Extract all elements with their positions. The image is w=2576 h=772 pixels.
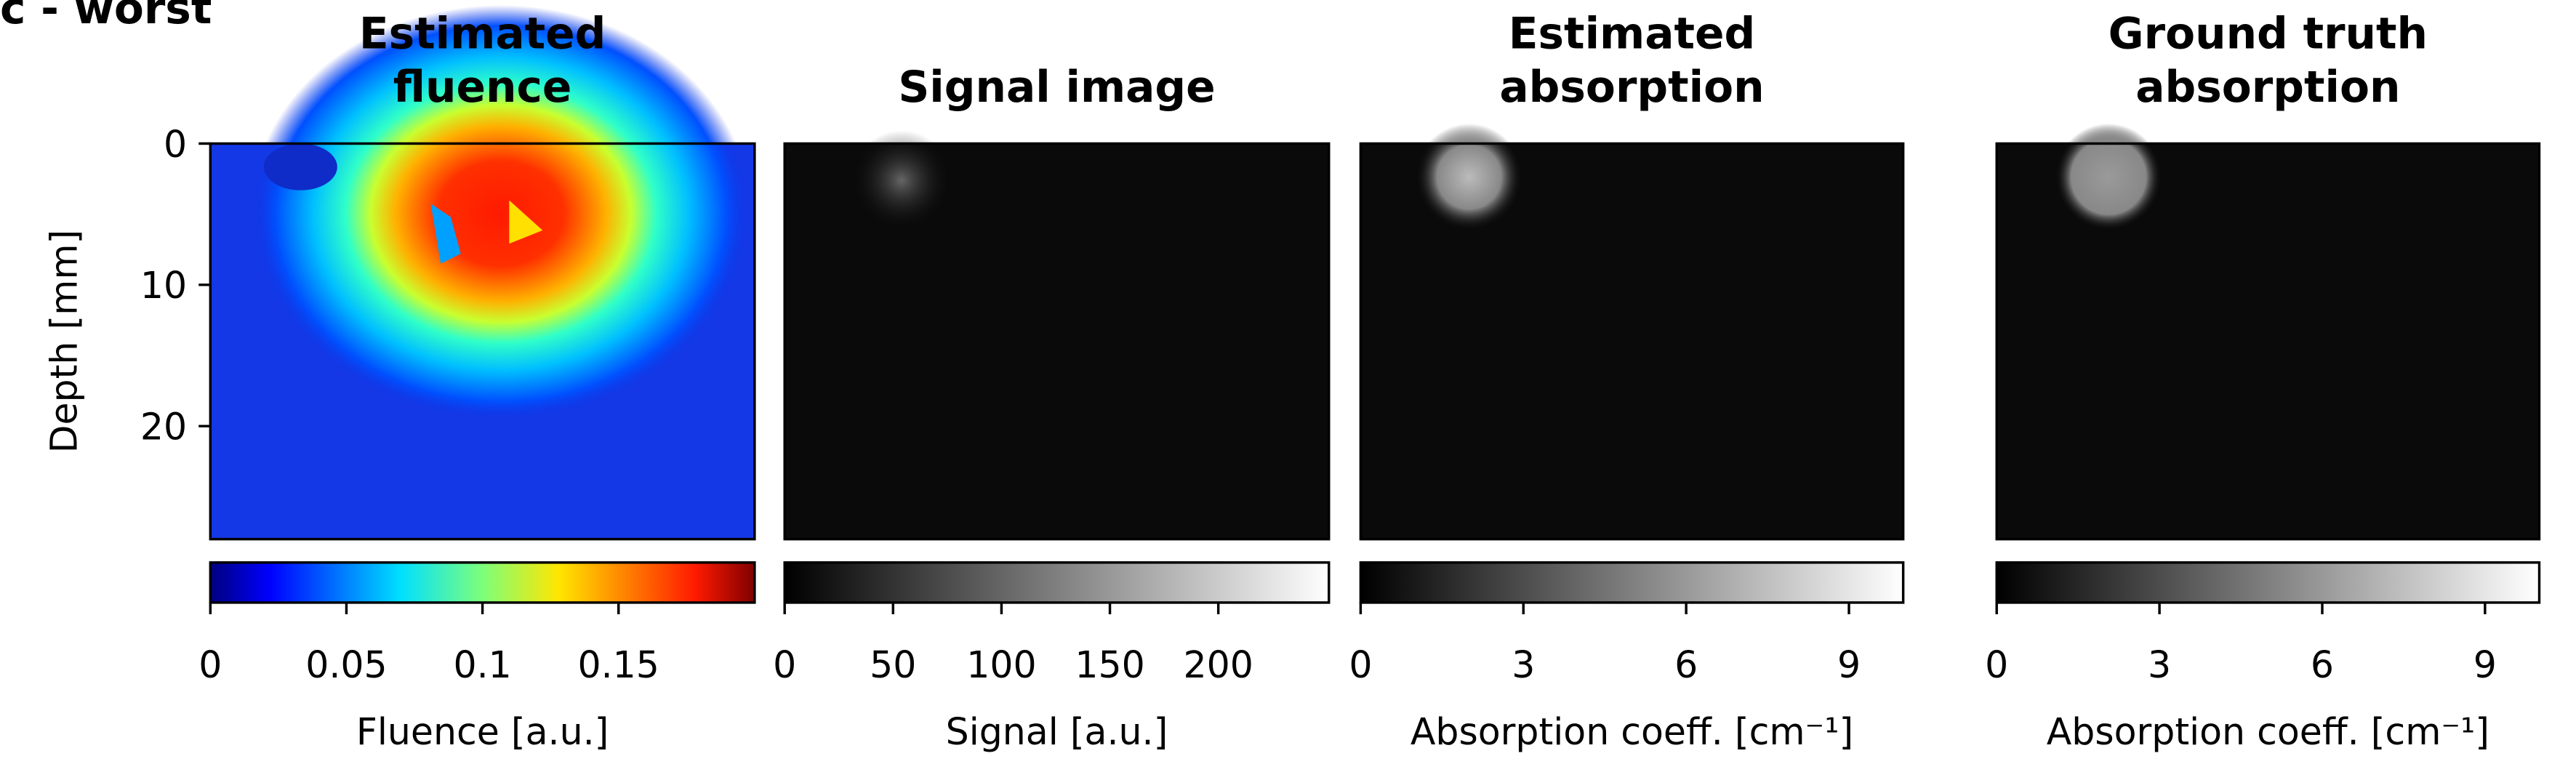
y-tick-label: 0 <box>164 123 187 166</box>
colorbar-tick-label: 3 <box>2148 643 2171 686</box>
colorbar-tick-label: 9 <box>1837 643 1861 686</box>
colorbar <box>209 561 756 604</box>
colorbar-tick-label: 6 <box>1674 643 1698 686</box>
colorbar-tick-label: 9 <box>2473 643 2497 686</box>
colorbar-label: Absorption coeff. [cm⁻¹] <box>2047 710 2489 753</box>
colorbar-tick-label: 100 <box>966 643 1036 686</box>
panel-title: Ground truth absorption <box>2108 9 2428 113</box>
y-tick-label: 10 <box>140 264 187 307</box>
colorbar <box>783 561 1331 604</box>
y-axis-label: Depth [mm] <box>43 230 86 454</box>
colorbar-label: Fluence [a.u.] <box>356 710 609 753</box>
colorbar-tick-label: 0.15 <box>578 643 659 686</box>
signal-image <box>785 130 1329 539</box>
colorbar-tick-label: 0.05 <box>305 643 387 686</box>
colorbar-label: Absorption coeff. [cm⁻¹] <box>1411 710 1853 753</box>
panel-title: Estimated fluence <box>359 9 606 113</box>
colorbar-label: Signal [a.u.] <box>946 710 1168 753</box>
colorbar-tick-label: 0 <box>1985 643 2008 686</box>
colorbar-tick-label: 0 <box>773 643 796 686</box>
panel-title: Estimated absorption <box>1499 9 1764 113</box>
estimated-absorption-image <box>1360 123 1903 539</box>
colorbar-tick-label: 50 <box>870 643 916 686</box>
colorbar-tick-label: 0 <box>1349 643 1372 686</box>
panel-label: c - worst <box>0 0 212 34</box>
colorbar-tick-label: 3 <box>1512 643 1535 686</box>
colorbar-tick-label: 200 <box>1183 643 1253 686</box>
colorbar-tick-label: 6 <box>2311 643 2334 686</box>
image-frame <box>1995 142 2541 541</box>
panel-title: Signal image <box>898 63 1215 113</box>
colorbar <box>1359 561 1905 604</box>
image-frame <box>783 142 1331 541</box>
y-tick-label: 20 <box>140 406 187 449</box>
ground-truth-image <box>1997 123 2540 539</box>
colorbar <box>1995 561 2541 604</box>
image-frame <box>209 142 756 541</box>
fluence-image <box>210 4 755 539</box>
colorbar-tick-label: 0.1 <box>453 643 511 686</box>
colorbar-tick-label: 0 <box>198 643 222 686</box>
image-frame <box>1359 142 1905 541</box>
colorbar-tick-label: 150 <box>1075 643 1144 686</box>
